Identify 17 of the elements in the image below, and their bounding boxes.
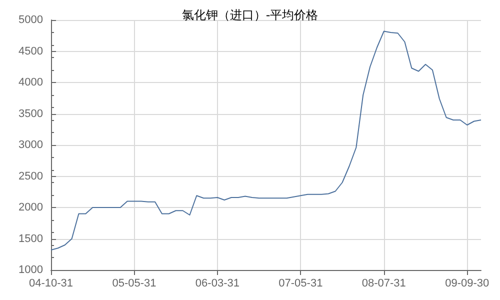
x-tick-label: 04-10-31 — [28, 278, 74, 290]
y-tick-label: 4000 — [18, 76, 43, 88]
line-series — [50, 30, 482, 250]
y-tick-label: 3500 — [18, 108, 43, 120]
x-tick-label: 08-07-31 — [362, 278, 406, 290]
y-tick-label: 2500 — [18, 170, 43, 182]
y-tick-label: 2000 — [18, 202, 43, 214]
x-tick-label: 06-03-31 — [195, 278, 240, 290]
chart-title: 氯化钾（进口）-平均价格 — [182, 8, 318, 22]
y-tick-label: 3000 — [18, 139, 43, 151]
x-tick-label: 07-05-31 — [278, 278, 323, 290]
y-tick-label: 1000 — [18, 264, 43, 276]
x-tick-label: 09-09-30 — [445, 278, 490, 290]
y-tick-label: 5000 — [18, 14, 43, 26]
y-tick-label: 1500 — [18, 232, 43, 245]
y-tick-label: 4500 — [18, 45, 43, 58]
x-tick-label: 05-05-31 — [112, 278, 156, 290]
